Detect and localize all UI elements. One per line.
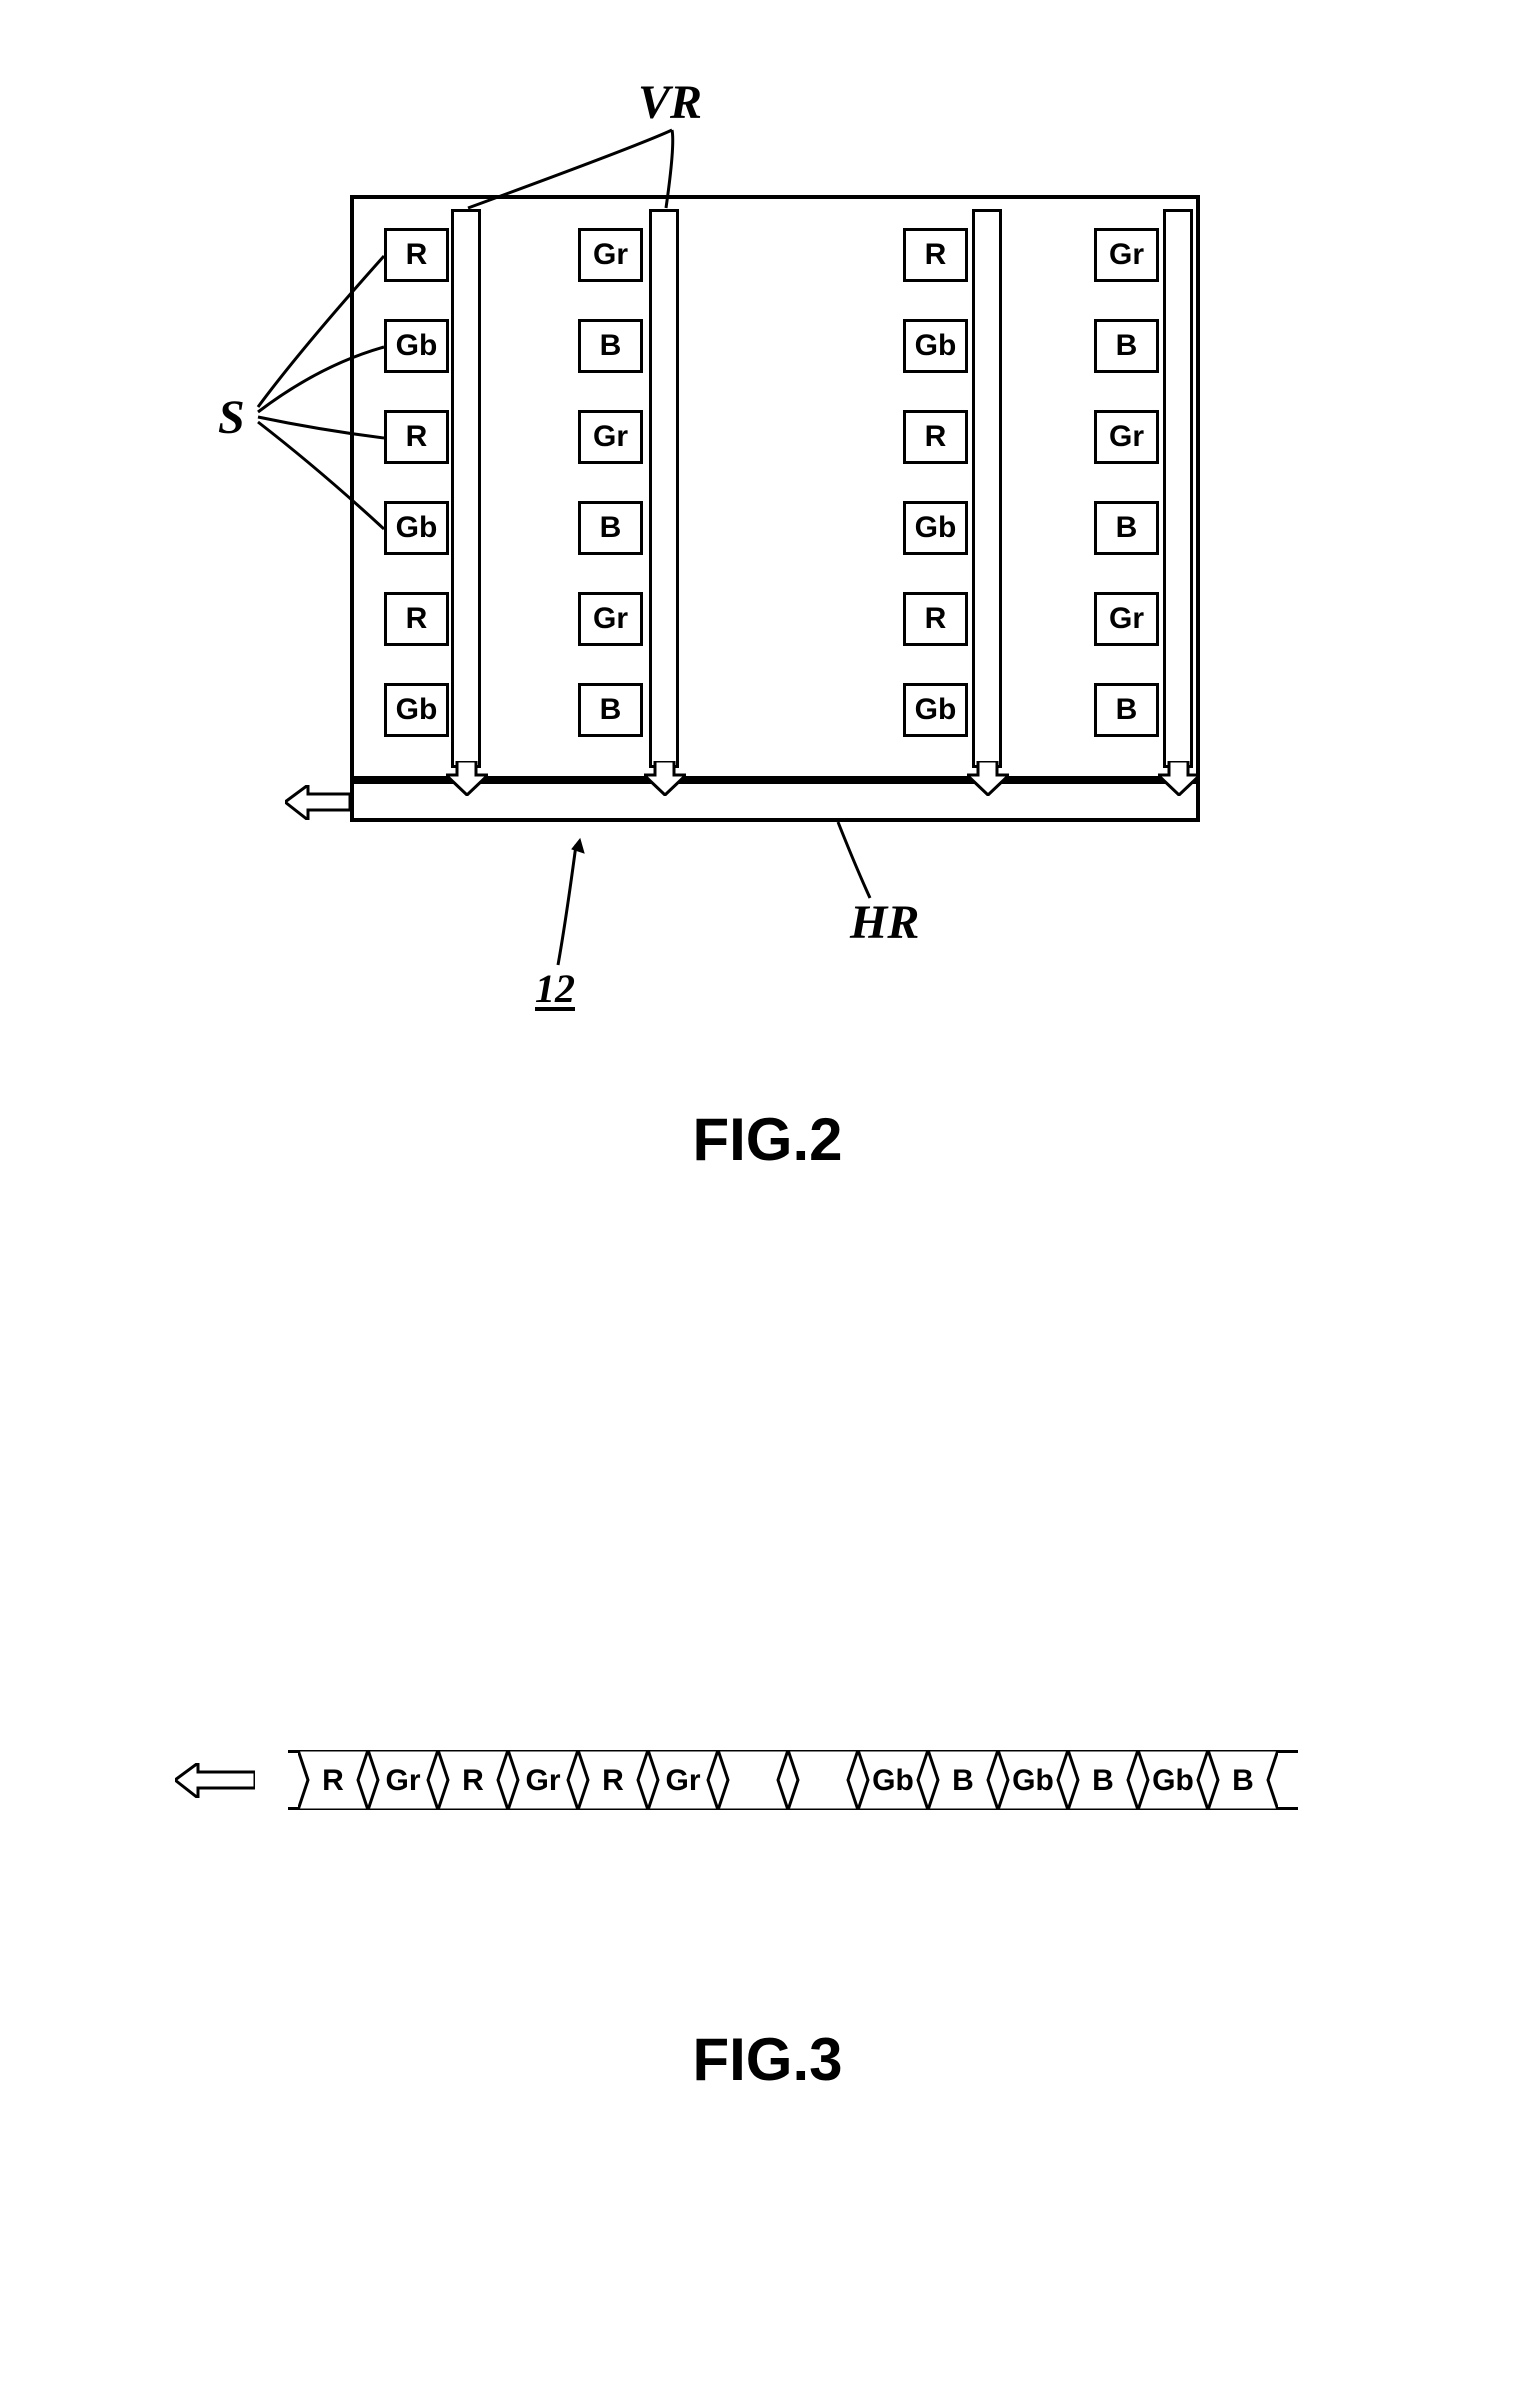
vr-bar <box>1163 209 1193 768</box>
hr-hex-cell: B <box>1208 1750 1278 1810</box>
hr-hex-cell: B <box>928 1750 998 1810</box>
sensor-cell: B <box>1094 683 1159 737</box>
svg-text:B: B <box>952 1764 974 1797</box>
sensor-cell: Gr <box>1094 228 1159 282</box>
ref-12-label: 12 <box>535 965 575 1012</box>
svg-text:Gb: Gb <box>1012 1764 1054 1797</box>
hr-hex-cell: R <box>578 1750 648 1810</box>
svg-text:R: R <box>322 1764 344 1797</box>
svg-text:R: R <box>602 1764 624 1797</box>
svg-text:Gb: Gb <box>872 1764 914 1797</box>
sensor-cell: B <box>1094 319 1159 373</box>
figure-2: VR RGbRGbRGbGrBGrBGrBRGbRGbRGbGrBGrBGrB … <box>0 0 1535 1200</box>
svg-text:Gb: Gb <box>1152 1764 1194 1797</box>
hr-hex-cell: Gr <box>368 1750 438 1810</box>
vr-down-arrow <box>1158 761 1200 796</box>
svg-text:Gr: Gr <box>525 1764 560 1797</box>
svg-text:R: R <box>462 1764 484 1797</box>
hr-hex-cell <box>718 1750 788 1810</box>
svg-text:B: B <box>1232 1764 1254 1797</box>
hr-hex-cell: R <box>438 1750 508 1810</box>
hr-hex-cell: Gb <box>1138 1750 1208 1810</box>
hr-hex-cell: Gr <box>648 1750 718 1810</box>
hr-hex-cell: Gb <box>998 1750 1068 1810</box>
sensor-cell: Gr <box>1094 592 1159 646</box>
sensor-cell: B <box>1094 501 1159 555</box>
hr-hex-cell: B <box>1068 1750 1138 1810</box>
hr-hex-cell: R <box>298 1750 368 1810</box>
ref-12-leader <box>0 0 700 980</box>
fig2-caption: FIG.2 <box>0 1105 1535 1174</box>
svg-text:Gr: Gr <box>665 1764 700 1797</box>
hr-hex-cell: Gb <box>858 1750 928 1810</box>
fig3-caption: FIG.3 <box>0 2025 1535 2094</box>
fig3-output-arrow <box>175 1763 255 1798</box>
svg-text:Gr: Gr <box>385 1764 420 1797</box>
sensor-cell: Gr <box>1094 410 1159 464</box>
hr-hex-cell <box>788 1750 858 1810</box>
svg-text:B: B <box>1092 1764 1114 1797</box>
hr-hex-cell: Gr <box>508 1750 578 1810</box>
figure-3: R Gr R Gr R Gr Gb B Gb B Gb B FIG.3 <box>0 1730 1535 2230</box>
